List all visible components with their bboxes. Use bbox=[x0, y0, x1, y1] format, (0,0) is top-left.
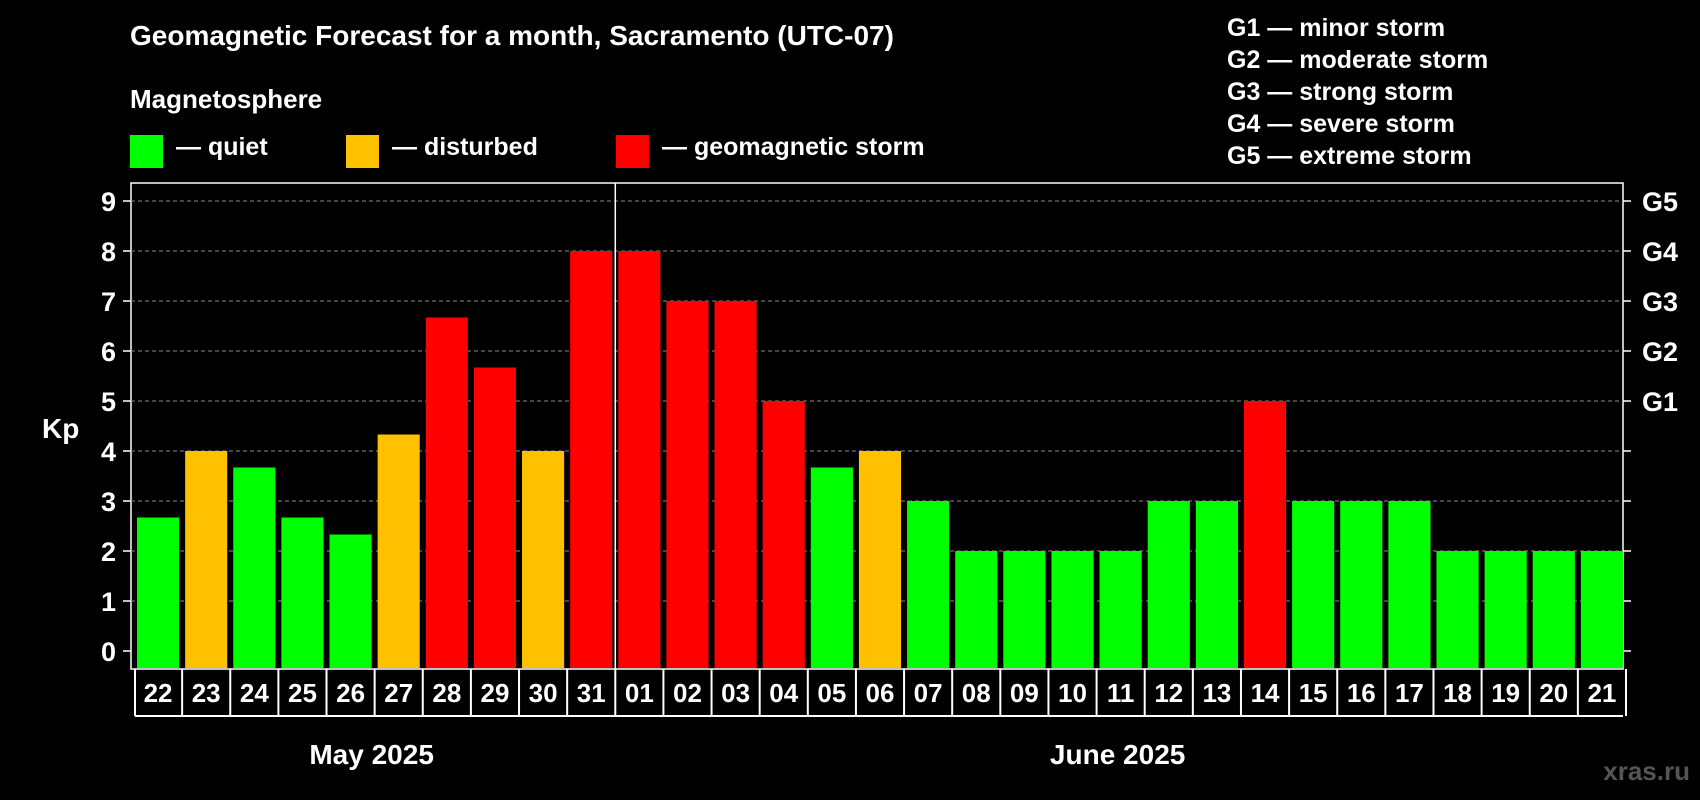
date-label: 14 bbox=[1251, 678, 1280, 708]
legend-swatch-quiet bbox=[130, 135, 163, 168]
kp-bar bbox=[1436, 551, 1479, 668]
y-tick-label: 3 bbox=[101, 487, 116, 517]
legend-label-quiet: — quiet bbox=[176, 133, 268, 161]
kp-bar bbox=[1292, 501, 1335, 668]
kp-bar bbox=[1147, 501, 1190, 668]
legend-label-disturbed: — disturbed bbox=[392, 133, 538, 161]
y-tick-label: 9 bbox=[101, 187, 116, 217]
g-axis-label: G2 bbox=[1642, 337, 1678, 367]
kp-bar bbox=[1388, 501, 1431, 668]
g-axis-label: G5 bbox=[1642, 187, 1678, 217]
kp-bar bbox=[137, 517, 180, 668]
kp-bar bbox=[377, 434, 420, 668]
g-scale-g4: G4 — severe storm bbox=[1227, 110, 1455, 138]
kp-bar bbox=[1051, 551, 1094, 668]
kp-bar bbox=[714, 301, 757, 668]
chart-title: Geomagnetic Forecast for a month, Sacram… bbox=[130, 20, 894, 51]
date-label: 21 bbox=[1587, 678, 1616, 708]
kp-bar bbox=[1484, 551, 1527, 668]
date-label: 04 bbox=[769, 678, 798, 708]
kp-bar bbox=[233, 467, 276, 668]
date-label: 15 bbox=[1299, 678, 1328, 708]
y-tick-label: 2 bbox=[101, 537, 116, 567]
date-label: 28 bbox=[432, 678, 461, 708]
date-label: 31 bbox=[577, 678, 606, 708]
legend-swatch-disturbed bbox=[346, 135, 379, 168]
date-label: 17 bbox=[1395, 678, 1424, 708]
y-tick-label: 0 bbox=[101, 637, 116, 667]
y-tick-label: 1 bbox=[101, 587, 116, 617]
date-label: 03 bbox=[721, 678, 750, 708]
kp-bar bbox=[1243, 401, 1287, 668]
date-label: 09 bbox=[1010, 678, 1039, 708]
legend-swatch-storm bbox=[616, 135, 649, 168]
date-label: 24 bbox=[240, 678, 269, 708]
y-tick-label: 7 bbox=[101, 287, 116, 317]
g-scale-g3: G3 — strong storm bbox=[1227, 78, 1454, 106]
date-label: 20 bbox=[1539, 678, 1568, 708]
date-label: 27 bbox=[384, 678, 413, 708]
g-scale-g2: G2 — moderate storm bbox=[1227, 46, 1489, 74]
kp-bar bbox=[1003, 551, 1046, 668]
kp-bar bbox=[570, 251, 613, 668]
kp-bar bbox=[666, 301, 709, 668]
date-label: 13 bbox=[1202, 678, 1231, 708]
kp-bar bbox=[1195, 501, 1238, 668]
date-label: 19 bbox=[1491, 678, 1520, 708]
month-label: May 2025 bbox=[309, 739, 434, 770]
date-label: 26 bbox=[336, 678, 365, 708]
date-label: 10 bbox=[1058, 678, 1087, 708]
y-axis-label: Kp bbox=[42, 413, 79, 444]
kp-bar bbox=[185, 451, 228, 668]
g-axis-label: G1 bbox=[1642, 387, 1678, 417]
kp-bar bbox=[762, 401, 805, 668]
kp-bar bbox=[907, 501, 950, 668]
kp-bar bbox=[473, 367, 517, 668]
g-axis-label: G3 bbox=[1642, 287, 1678, 317]
date-label: 11 bbox=[1107, 678, 1135, 708]
date-label: 05 bbox=[817, 678, 846, 708]
kp-bar bbox=[858, 451, 902, 668]
kp-bar bbox=[425, 317, 468, 668]
date-label: 29 bbox=[481, 678, 510, 708]
kp-bar bbox=[281, 517, 324, 668]
date-label: 18 bbox=[1443, 678, 1472, 708]
y-tick-label: 6 bbox=[101, 337, 116, 367]
watermark: xras.ru bbox=[1603, 756, 1690, 786]
date-label: 12 bbox=[1154, 678, 1183, 708]
date-label: 23 bbox=[192, 678, 221, 708]
date-label: 06 bbox=[866, 678, 895, 708]
date-label: 08 bbox=[962, 678, 991, 708]
date-label: 16 bbox=[1347, 678, 1376, 708]
g-scale-g5: G5 — extreme storm bbox=[1227, 142, 1472, 170]
kp-bar bbox=[810, 467, 853, 668]
plot-frame bbox=[130, 182, 1624, 670]
date-label: 30 bbox=[529, 678, 558, 708]
kp-bar bbox=[1340, 501, 1383, 668]
kp-bar bbox=[618, 251, 661, 668]
month-label: June 2025 bbox=[1050, 739, 1185, 770]
legend-label-storm: — geomagnetic storm bbox=[662, 133, 925, 161]
date-label: 02 bbox=[673, 678, 702, 708]
date-label: 01 bbox=[625, 678, 654, 708]
y-tick-label: 8 bbox=[101, 237, 116, 267]
y-tick-label: 5 bbox=[101, 387, 116, 417]
kp-bar bbox=[329, 534, 372, 668]
kp-bar bbox=[1532, 551, 1575, 668]
kp-bar bbox=[1580, 551, 1623, 668]
date-label: 22 bbox=[144, 678, 173, 708]
y-tick-label: 4 bbox=[101, 437, 116, 467]
kp-bar bbox=[1099, 551, 1142, 668]
kp-bar bbox=[955, 551, 998, 668]
kp-bar bbox=[522, 451, 565, 668]
legend-heading: Magnetosphere bbox=[130, 84, 323, 114]
date-label: 25 bbox=[288, 678, 317, 708]
g-scale-g1: G1 — minor storm bbox=[1227, 14, 1446, 42]
date-label: 07 bbox=[914, 678, 943, 708]
g-axis-label: G4 bbox=[1642, 237, 1678, 267]
